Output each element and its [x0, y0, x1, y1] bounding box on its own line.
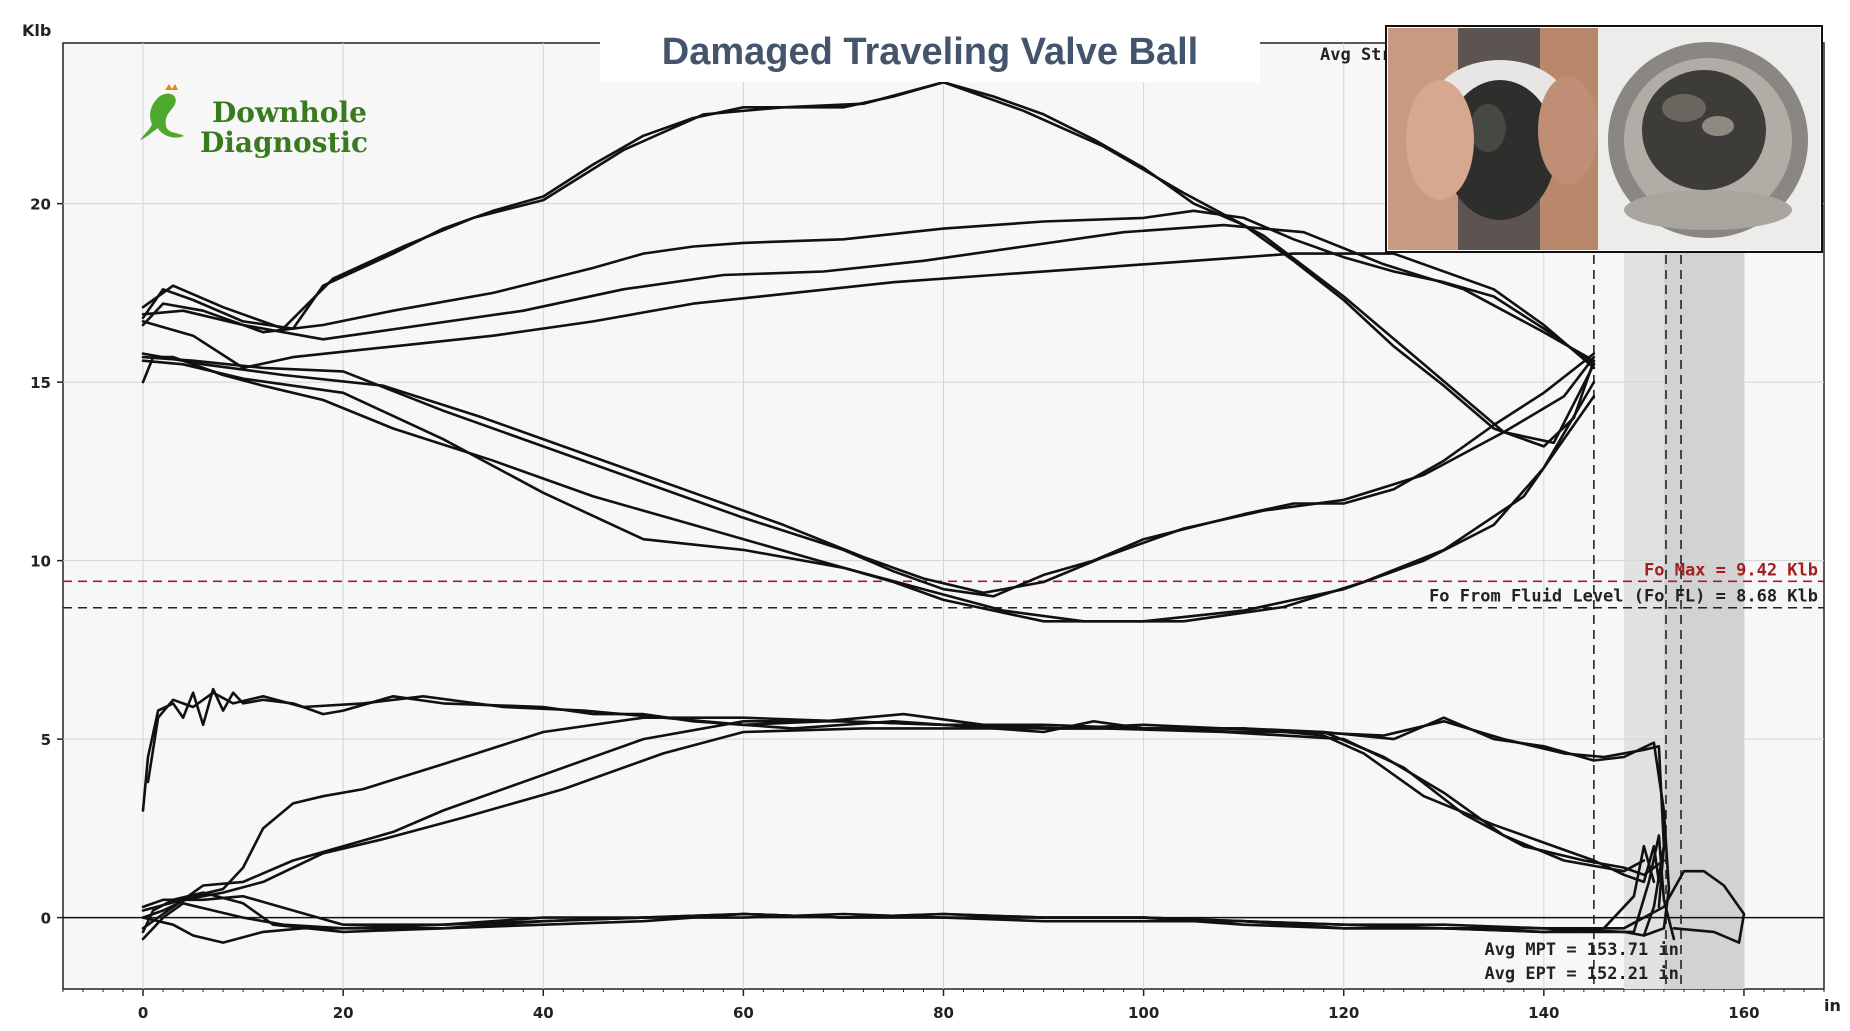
reference-label-1: Fo From Fluid Level (Fo FL) = 8.68 Klb	[1429, 587, 1818, 607]
x-tick-label: 80	[933, 1004, 954, 1022]
reference-label-0: Fo Max = 9.42 Klb	[1644, 560, 1818, 580]
pump-card-series-10	[146, 691, 1666, 909]
marker-label-1: Avg EPT = 152.21 in	[1484, 964, 1678, 984]
axis-ticks: 0 20 40 60 80 100 120 140 160 0 5 10 15 20	[30, 196, 1825, 1022]
y-axis-label: Klb	[22, 21, 51, 40]
x-tick-label: 20	[333, 1004, 354, 1022]
y-tick-label: 0	[41, 910, 51, 928]
pump-card-series-17	[141, 844, 1656, 934]
surface-card-series-1	[141, 81, 1596, 445]
surface-card-series-2	[141, 209, 1596, 366]
surface-card-series-8	[141, 352, 1596, 595]
crown-icon	[165, 84, 178, 90]
marker-label-0: Avg MPT = 153.71 in	[1484, 940, 1678, 960]
x-tick-label: 160	[1728, 1004, 1759, 1022]
x-tick-label: 0	[138, 1004, 148, 1022]
pump-card-series-15	[141, 834, 1676, 941]
logo-line1: Downhole	[212, 96, 367, 129]
annotation-labels: Fo Max = 9.42 Klb Fo From Fluid Level (Fo…	[1429, 560, 1818, 984]
chart-title: Damaged Traveling Valve Ball	[662, 31, 1198, 73]
x-axis-label: in	[1824, 996, 1841, 1015]
logo-line2: Diagnostic	[200, 126, 368, 159]
x-tick-label: 120	[1328, 1004, 1359, 1022]
pump-card-series-16	[141, 869, 1746, 944]
photo-ball-in-hand	[1388, 28, 1598, 250]
surface-card-series-3	[141, 223, 1596, 362]
dragon-icon	[140, 93, 184, 140]
surface-card-series-4	[141, 252, 1596, 370]
y-tick-label: 10	[30, 553, 51, 571]
pump-card-series-13	[141, 727, 1666, 912]
photo-inset	[1385, 25, 1823, 253]
downhole-diagnostic-logo: Downhole Diagnostic	[140, 84, 368, 159]
photo-ball-in-seat	[1598, 28, 1820, 250]
x-tick-label: 100	[1128, 1004, 1159, 1022]
x-tick-label: 40	[533, 1004, 554, 1022]
surface-card-series-6	[141, 359, 1596, 623]
y-tick-label: 15	[30, 374, 51, 392]
x-tick-label: 60	[733, 1004, 754, 1022]
y-tick-label: 20	[30, 196, 51, 214]
reference-lines	[63, 580, 1824, 609]
x-tick-label: 140	[1528, 1004, 1559, 1022]
data-series	[141, 81, 1746, 944]
title-backdrop	[600, 38, 1260, 82]
header-text: Avg Str	[1320, 45, 1392, 65]
vertical-markers	[1593, 255, 1682, 989]
y-tick-label: 5	[41, 731, 51, 749]
pump-card-series-12	[141, 720, 1646, 930]
